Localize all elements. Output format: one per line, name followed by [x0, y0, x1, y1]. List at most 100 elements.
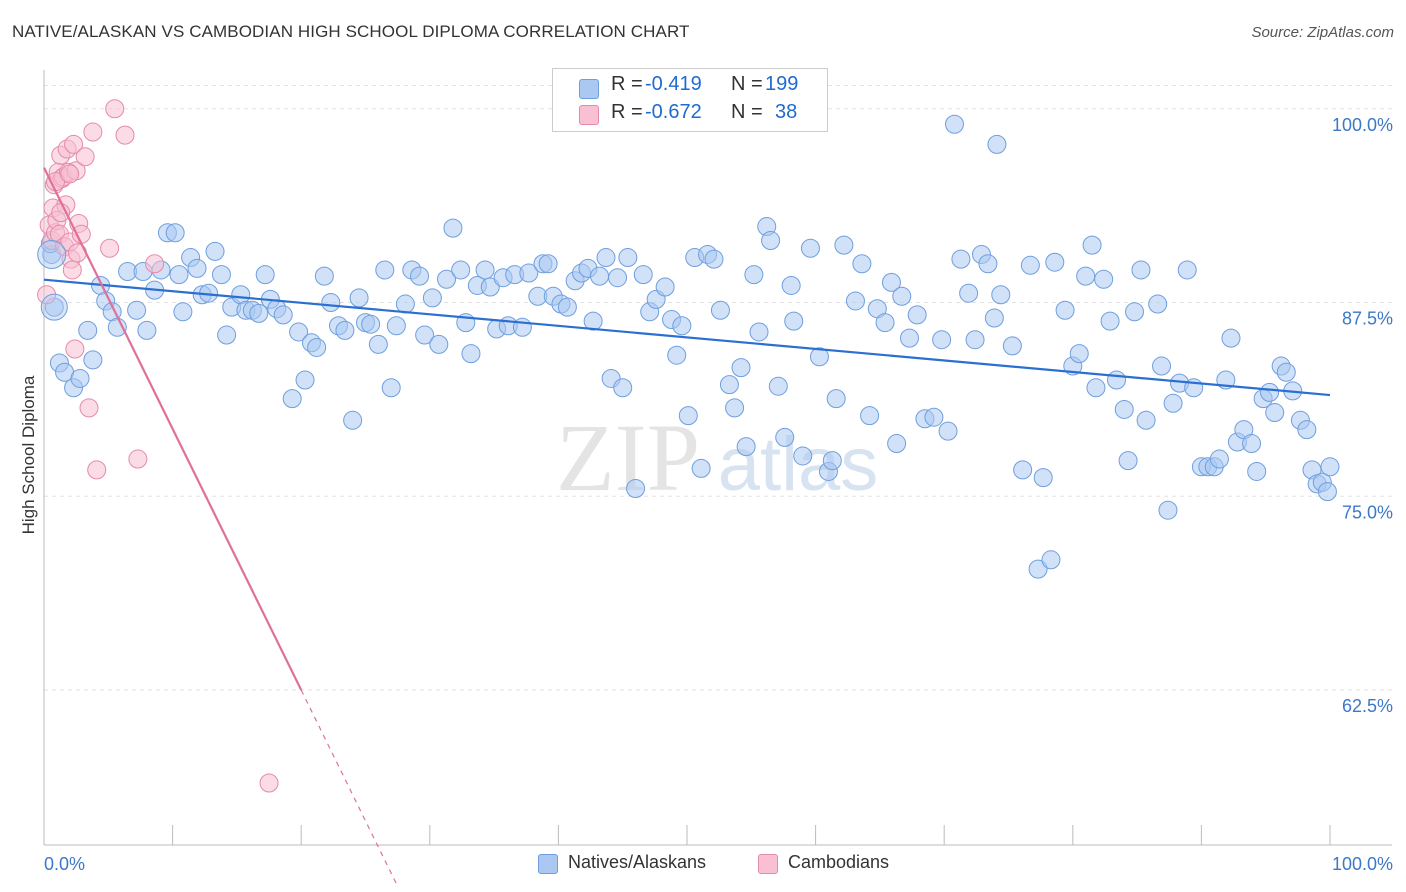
- point-natives-alaskans: [826, 389, 846, 409]
- point-natives-alaskans: [710, 300, 730, 320]
- point-natives-alaskans: [822, 451, 842, 471]
- point-natives-alaskans: [1247, 461, 1267, 481]
- point-natives-alaskans: [924, 407, 944, 427]
- point-natives-alaskans: [1114, 399, 1134, 419]
- y-tick-labels: 100.0% 87.5% 75.0% 62.5%: [1332, 115, 1393, 716]
- legend-r-value: -0.672: [645, 101, 702, 123]
- legend-swatch-natives: [538, 854, 558, 874]
- point-natives-alaskans: [731, 358, 751, 378]
- point-natives-alaskans: [1158, 500, 1178, 520]
- point-natives-alaskans: [899, 328, 919, 348]
- point-natives-alaskans: [1136, 410, 1156, 430]
- point-cambodians: [259, 773, 279, 793]
- point-natives-alaskans: [443, 218, 463, 238]
- point-natives-alaskans: [1265, 403, 1285, 423]
- point-natives-alaskans: [289, 322, 309, 342]
- point-natives-alaskans: [860, 406, 880, 426]
- point-natives-alaskans: [307, 337, 327, 357]
- point-natives-alaskans: [217, 325, 237, 345]
- point-natives-alaskans: [1069, 344, 1089, 364]
- point-cambodians: [105, 99, 125, 119]
- point-natives-alaskans: [249, 303, 269, 323]
- point-cambodians: [83, 122, 103, 142]
- point-natives-alaskans: [852, 254, 872, 274]
- point-natives-alaskans: [736, 437, 756, 457]
- point-natives-alaskans: [557, 297, 577, 317]
- point-natives-alaskans: [83, 350, 103, 370]
- point-natives-alaskans: [655, 277, 675, 297]
- point-natives-alaskans: [282, 389, 302, 409]
- x-tick-labels: 0.0% 100.0%: [44, 854, 1393, 874]
- legend-swatch-cambodians: [758, 854, 778, 874]
- point-natives-alaskans: [386, 316, 406, 336]
- legend-row-natives: R = -0.419 N = 199: [553, 73, 827, 103]
- point-cambodians: [100, 238, 120, 258]
- point-natives-alaskans: [618, 248, 638, 268]
- point-natives-alaskans: [475, 260, 495, 280]
- point-natives-alaskans: [295, 370, 315, 390]
- legend-label-cambodians: Cambodians: [788, 852, 890, 872]
- point-natives-alaskans: [633, 265, 653, 285]
- point-natives-alaskans: [349, 288, 369, 308]
- point-natives-alaskans: [519, 263, 539, 283]
- y-tick-label: 100.0%: [1332, 115, 1393, 135]
- point-natives-alaskans: [37, 239, 67, 269]
- point-natives-alaskans: [875, 313, 895, 333]
- chart-title: NATIVE/ALASKAN VS CAMBODIAN HIGH SCHOOL …: [12, 22, 690, 41]
- point-natives-alaskans: [678, 406, 698, 426]
- point-natives-alaskans: [1163, 393, 1183, 413]
- point-natives-alaskans: [1177, 260, 1197, 280]
- point-cambodians: [115, 125, 135, 145]
- legend-n-label: N =: [731, 101, 763, 123]
- point-natives-alaskans: [1260, 382, 1280, 402]
- point-natives-alaskans: [1107, 370, 1127, 390]
- legend-r-label: R =: [611, 101, 643, 123]
- point-cambodians: [62, 260, 82, 280]
- point-natives-alaskans: [793, 446, 813, 466]
- point-natives-alaskans: [410, 266, 430, 286]
- point-natives-alaskans: [381, 378, 401, 398]
- point-natives-alaskans: [255, 265, 275, 285]
- point-natives-alaskans: [40, 293, 68, 321]
- point-natives-alaskans: [768, 376, 788, 396]
- point-natives-alaskans: [1002, 336, 1022, 356]
- trend-lines: [43, 167, 1331, 885]
- point-natives-alaskans: [613, 378, 633, 398]
- point-natives-alaskans: [1013, 460, 1033, 480]
- point-natives-alaskans: [1118, 451, 1138, 471]
- point-natives-alaskans: [169, 265, 189, 285]
- point-natives-alaskans: [608, 268, 628, 288]
- point-natives-alaskans: [1094, 269, 1114, 289]
- point-natives-alaskans: [800, 238, 820, 258]
- point-natives-alaskans: [1086, 378, 1106, 398]
- point-cambodians: [37, 285, 57, 305]
- point-cambodians: [79, 398, 99, 418]
- point-natives-alaskans: [1148, 294, 1168, 314]
- point-natives-alaskans: [429, 334, 449, 354]
- point-natives-alaskans: [725, 398, 745, 418]
- point-natives-alaskans: [273, 305, 293, 325]
- point-natives-alaskans: [1033, 468, 1053, 488]
- point-cambodians: [128, 449, 148, 469]
- legend-n-value: 199: [765, 73, 799, 95]
- y-axis-label: High School Diploma: [19, 375, 38, 534]
- point-natives-alaskans: [137, 320, 157, 340]
- watermark-zip: ZIP: [556, 404, 700, 511]
- point-natives-alaskans: [932, 330, 952, 350]
- point-natives-alaskans: [1020, 255, 1040, 275]
- legend-swatch-cambodians: [579, 105, 599, 125]
- point-natives-alaskans: [1209, 449, 1229, 469]
- axes: [43, 70, 1392, 846]
- point-natives-alaskans: [1297, 420, 1317, 440]
- trend-line-natives-alaskans: [43, 278, 1331, 397]
- point-natives-alaskans: [944, 114, 964, 134]
- point-natives-alaskans: [1076, 266, 1096, 286]
- point-natives-alaskans: [991, 285, 1011, 305]
- point-natives-alaskans: [1317, 482, 1337, 502]
- point-natives-alaskans: [887, 434, 907, 454]
- point-natives-alaskans: [978, 254, 998, 274]
- point-natives-alaskans: [749, 322, 769, 342]
- trend-extension-cambodians: [300, 689, 397, 885]
- point-natives-alaskans: [1082, 235, 1102, 255]
